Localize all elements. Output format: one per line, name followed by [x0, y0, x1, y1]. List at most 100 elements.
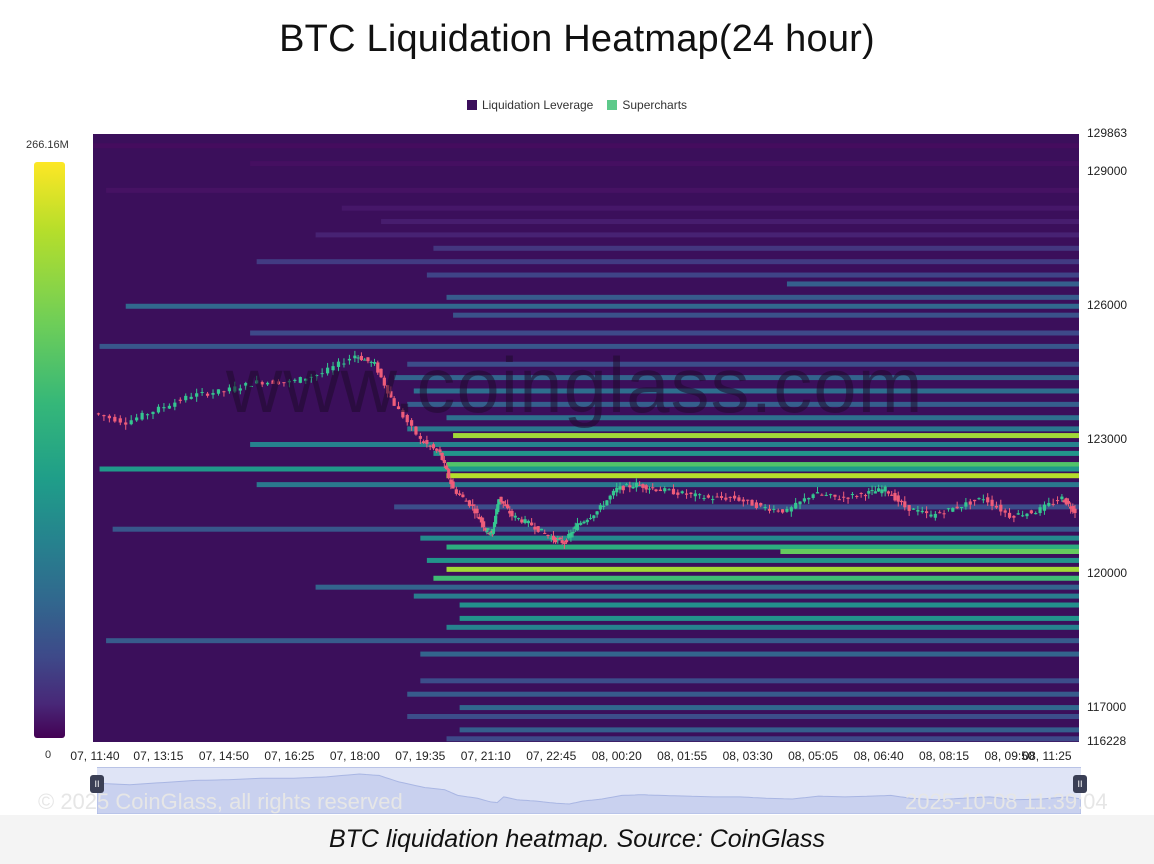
- candle-234[interactable]: [981, 499, 985, 501]
- candle-109[interactable]: [513, 515, 517, 518]
- candle-81[interactable]: [461, 494, 465, 498]
- candle-151[interactable]: [638, 484, 642, 486]
- candle-55[interactable]: [376, 362, 380, 373]
- candle-108[interactable]: [510, 510, 514, 517]
- candle-219[interactable]: [916, 509, 920, 512]
- candle-152[interactable]: [641, 484, 645, 488]
- candle-111[interactable]: [520, 519, 524, 523]
- candle-48[interactable]: [353, 355, 357, 359]
- candle-2[interactable]: [102, 415, 106, 417]
- candle-136[interactable]: [588, 517, 593, 519]
- liquidation-level-21[interactable]: [453, 433, 1079, 439]
- candle-209[interactable]: [880, 489, 884, 494]
- liquidation-level-29[interactable]: [112, 526, 1079, 532]
- candle-3[interactable]: [107, 415, 111, 419]
- candle-119[interactable]: [546, 534, 550, 537]
- candle-92[interactable]: [486, 528, 490, 530]
- candle-42[interactable]: [320, 373, 324, 375]
- candle-178[interactable]: [750, 499, 754, 506]
- candle-170[interactable]: [715, 496, 719, 498]
- candle-88[interactable]: [479, 517, 484, 523]
- candle-146[interactable]: [621, 485, 625, 491]
- liquidation-level-34[interactable]: [446, 566, 1079, 572]
- candle-144[interactable]: [615, 487, 619, 493]
- candle-222[interactable]: [929, 514, 933, 517]
- candle-217[interactable]: [907, 505, 911, 511]
- liquidation-level-44[interactable]: [407, 691, 1079, 697]
- liquidation-level-23[interactable]: [433, 450, 1079, 456]
- candle-67[interactable]: [422, 441, 426, 444]
- candle-45[interactable]: [336, 361, 341, 367]
- candle-94[interactable]: [488, 533, 492, 535]
- liquidation-level-1[interactable]: [250, 161, 1079, 167]
- candle-253[interactable]: [1062, 500, 1066, 503]
- liquidation-level-35[interactable]: [433, 575, 1079, 581]
- candle-145[interactable]: [618, 486, 622, 490]
- candle-103[interactable]: [499, 496, 503, 502]
- candle-138[interactable]: [595, 511, 599, 515]
- liquidation-level-24[interactable]: [446, 462, 1079, 468]
- candle-225[interactable]: [942, 513, 946, 515]
- candle-73[interactable]: [440, 452, 444, 460]
- candle-198[interactable]: [837, 499, 841, 501]
- candle-79[interactable]: [454, 489, 458, 494]
- liquidation-level-40[interactable]: [446, 624, 1079, 630]
- candle-25[interactable]: [227, 387, 231, 392]
- candle-84[interactable]: [471, 504, 475, 507]
- candle-97[interactable]: [491, 529, 496, 534]
- candle-207[interactable]: [873, 491, 877, 494]
- candle-157[interactable]: [658, 489, 662, 492]
- candle-143[interactable]: [611, 490, 616, 496]
- candle-232[interactable]: [973, 499, 977, 502]
- candle-128[interactable]: [567, 534, 571, 538]
- candle-24[interactable]: [222, 391, 226, 393]
- liquidation-level-5[interactable]: [315, 232, 1079, 238]
- candle-77[interactable]: [449, 479, 453, 484]
- candle-64[interactable]: [410, 420, 414, 426]
- candle-13[interactable]: [162, 407, 166, 409]
- candle-229[interactable]: [959, 507, 964, 509]
- candle-130[interactable]: [571, 531, 575, 534]
- candle-123[interactable]: [556, 538, 560, 540]
- candle-17[interactable]: [184, 395, 188, 401]
- candle-133[interactable]: [579, 522, 583, 525]
- candle-149[interactable]: [631, 486, 635, 489]
- candle-216[interactable]: [903, 501, 907, 508]
- candle-240[interactable]: [1007, 512, 1012, 518]
- liquidation-level-17[interactable]: [413, 388, 1079, 394]
- candle-174[interactable]: [732, 495, 737, 499]
- liquidation-level-25[interactable]: [99, 466, 1079, 472]
- candle-134[interactable]: [582, 521, 586, 524]
- candle-235[interactable]: [986, 497, 990, 503]
- candle-30[interactable]: [255, 380, 259, 384]
- candle-181[interactable]: [763, 507, 767, 509]
- candle-131[interactable]: [573, 526, 577, 529]
- candle-197[interactable]: [833, 494, 837, 497]
- candle-194[interactable]: [820, 494, 824, 496]
- liquidation-level-4[interactable]: [381, 219, 1079, 225]
- candle-102[interactable]: [497, 499, 501, 505]
- candle-196[interactable]: [828, 494, 833, 496]
- candle-58[interactable]: [386, 385, 390, 394]
- candle-221[interactable]: [925, 511, 929, 514]
- candle-139[interactable]: [598, 505, 602, 510]
- candle-213[interactable]: [893, 492, 897, 501]
- candle-153[interactable]: [644, 485, 648, 490]
- candle-169[interactable]: [711, 499, 715, 501]
- candle-187[interactable]: [789, 507, 793, 512]
- candle-172[interactable]: [724, 497, 728, 500]
- candle-113[interactable]: [526, 520, 530, 524]
- candle-168[interactable]: [706, 495, 710, 498]
- liquidation-level-43[interactable]: [420, 678, 1079, 684]
- candle-52[interactable]: [366, 357, 370, 362]
- liquidation-level-14[interactable]: [99, 343, 1079, 349]
- candle-258[interactable]: [1073, 508, 1077, 514]
- candle-140[interactable]: [602, 505, 606, 507]
- candle-203[interactable]: [859, 492, 863, 494]
- liquidation-level-9[interactable]: [786, 281, 1079, 287]
- candle-62[interactable]: [401, 410, 405, 418]
- candle-246[interactable]: [1034, 513, 1038, 515]
- candle-19[interactable]: [195, 393, 199, 397]
- candle-226[interactable]: [946, 508, 951, 510]
- liquidation-level-36[interactable]: [315, 584, 1079, 590]
